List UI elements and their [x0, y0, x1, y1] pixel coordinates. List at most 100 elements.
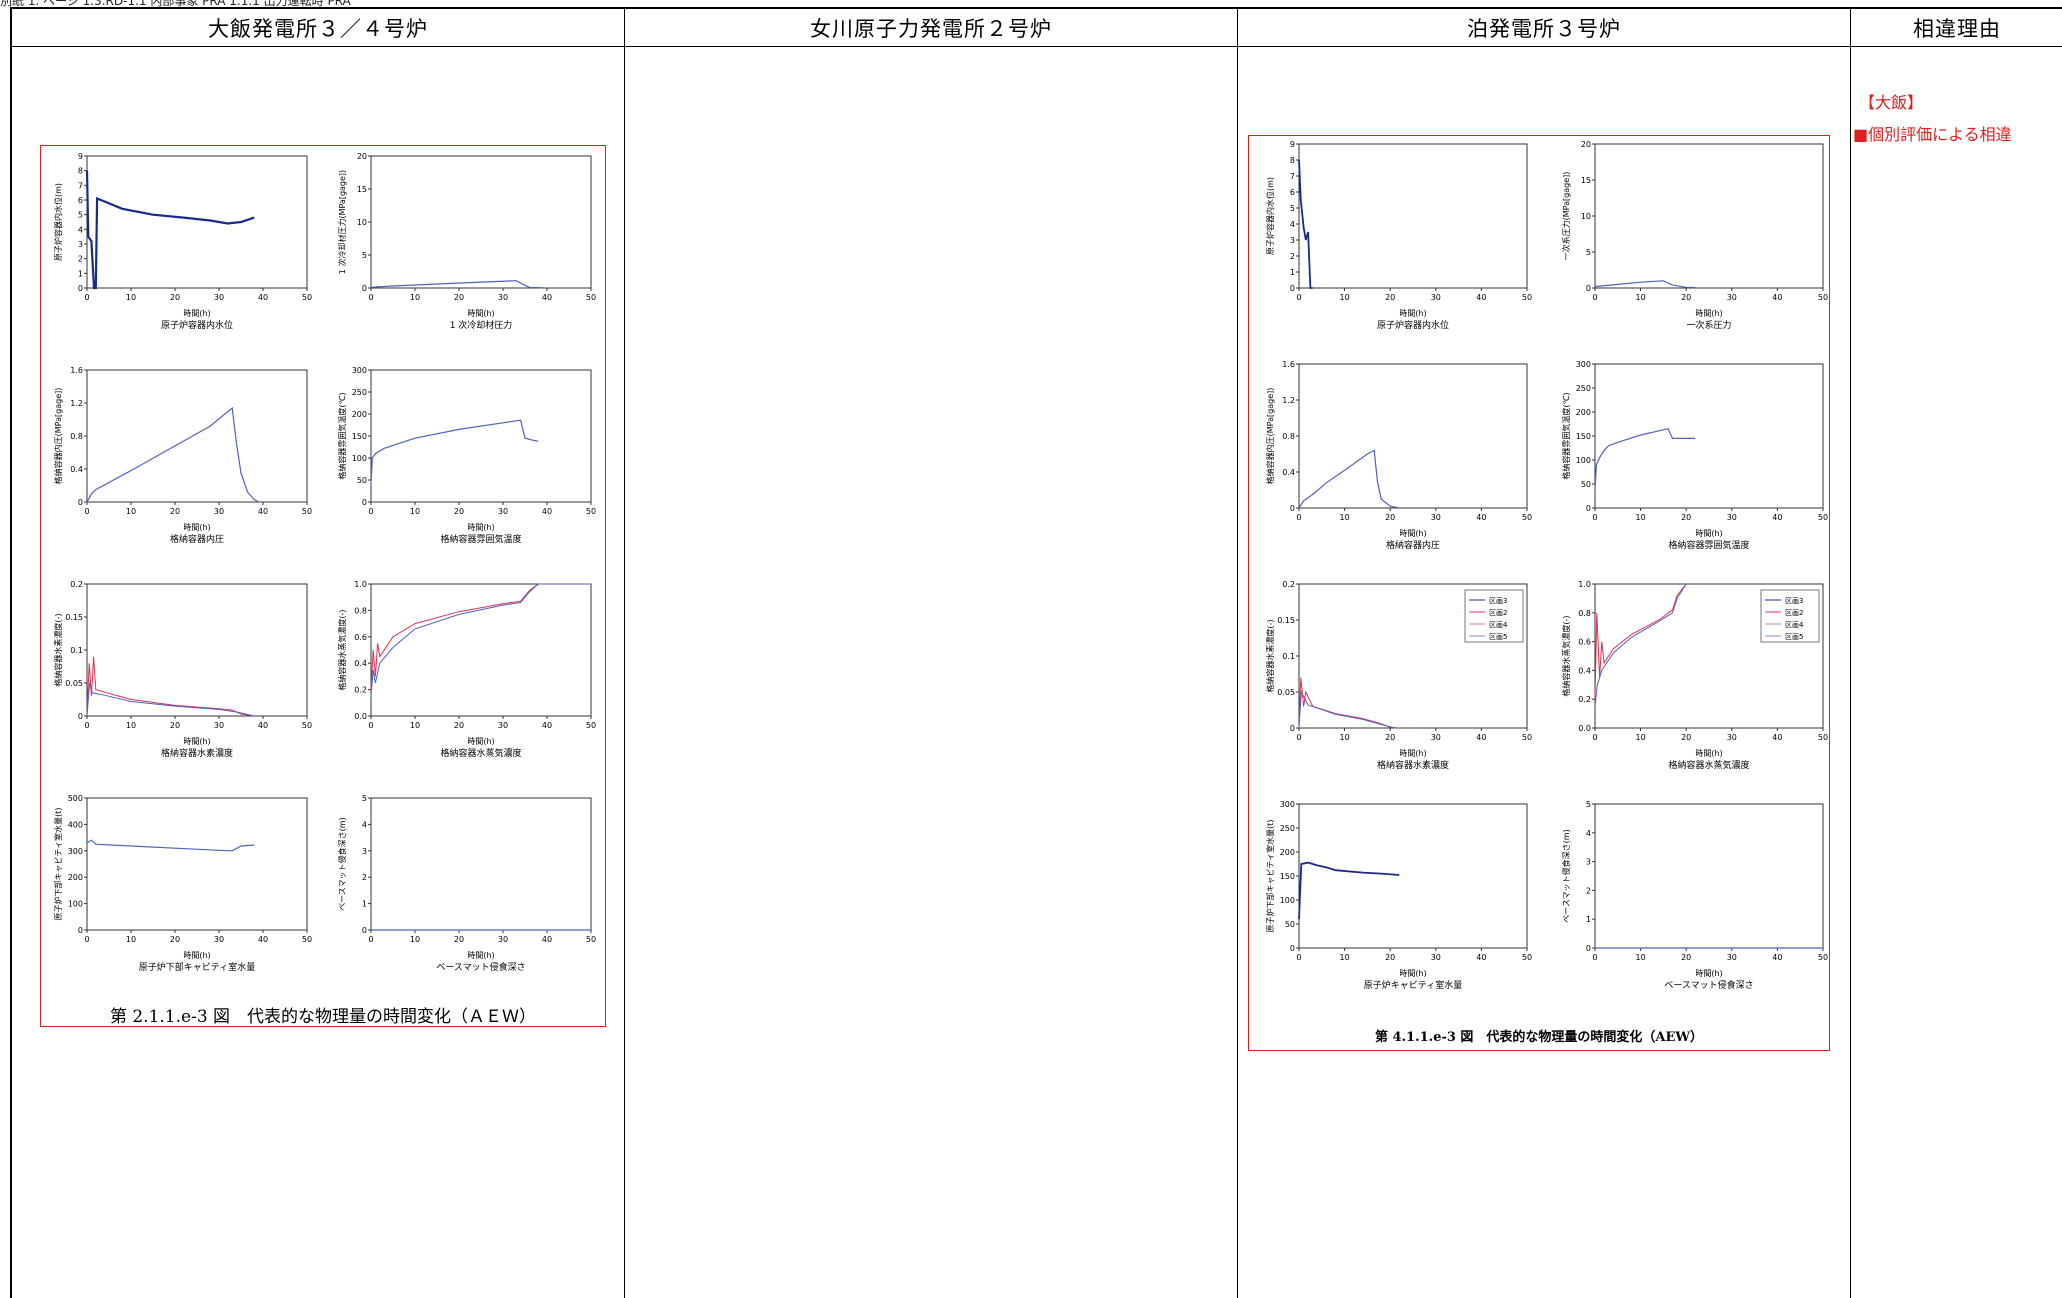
chart-title: ベースマット侵食深さ	[436, 961, 525, 973]
chart-title: 格納容器水素濃度	[161, 747, 233, 759]
series-line	[1594, 428, 1696, 489]
y-tick-label: 5	[362, 794, 367, 803]
y-tick-label: 0.05	[65, 679, 83, 688]
y-axis-label: 原子炉容器内水位(m)	[53, 183, 63, 261]
chart-frame	[370, 797, 592, 931]
chart-title: 原子炉キャビティ室水量	[1364, 979, 1462, 991]
legend-entry: 区画2	[1785, 609, 1803, 617]
y-axis-label: 格納容器雰囲気温度(℃)	[1561, 392, 1571, 479]
y-axis-label: 格納容器内圧(MPa[gage])	[53, 388, 63, 485]
x-tick-label: 20	[1385, 733, 1395, 742]
y-tick-label: 0	[78, 926, 83, 935]
chart-4: 0 10 20 30 40 50 0 0.05 0.1 0.15 0.2 時間(h)格納容器水素濃度 格…	[53, 580, 312, 759]
chart-frame	[1298, 803, 1528, 949]
y-tick-label: 100	[1280, 896, 1295, 905]
y-tick-label: 1	[1586, 915, 1591, 924]
chart-frame	[1298, 143, 1528, 289]
chart-6: 0 10 20 30 40 50 0 50 100 150 200 250 300 時間(h)原子炉キャビ…	[1265, 800, 1532, 991]
page-header-fragment: 別紙 1. ページ 1.3.RD-1.1 内部事象 PRA 1.1.1 出力運転…	[0, 0, 351, 7]
x-tick-label: 50	[1818, 953, 1828, 962]
chart-frame	[86, 155, 308, 289]
y-axis-label: ベースマット侵食深さ(m)	[337, 817, 347, 910]
x-tick-label: 10	[410, 507, 420, 516]
x-tick-label: 40	[1476, 513, 1486, 522]
x-tick-label: 40	[1772, 733, 1782, 742]
comparison-table: 大飯発電所３／４号炉 0 10 20 30 40 50 0 1 2 3 4 5 6 7 8 9 時間(h) 原子炉…	[10, 7, 2062, 1298]
y-tick-label: 2	[362, 873, 367, 882]
y-tick-label: 5	[1586, 800, 1591, 809]
x-tick-label: 30	[1431, 953, 1441, 962]
y-tick-label: 1.0	[354, 580, 367, 589]
y-tick-label: 150	[1576, 432, 1591, 441]
x-tick-label: 20	[454, 507, 464, 516]
chart-2: 0 10 20 30 40 50 0 0.4 0.8 1.2 1.6 時間(h)格納容器内圧 格納容器内…	[53, 366, 312, 545]
y-tick-label: 0.6	[1578, 638, 1591, 647]
x-tick-label: 50	[302, 293, 312, 302]
y-tick-label: 0.2	[1578, 695, 1591, 704]
x-tick-label: 20	[454, 293, 464, 302]
x-axis-label: 時間(h)	[1695, 749, 1722, 758]
x-tick-label: 40	[1772, 513, 1782, 522]
x-tick-label: 40	[542, 721, 552, 730]
y-tick-label: 0	[362, 926, 367, 935]
x-tick-label: 40	[258, 935, 268, 944]
y-tick-label: 3	[1586, 858, 1591, 867]
tomari-figure-charts: 0 10 20 30 40 500123456789時間(h)原子炉容器内水位原子炉容器内…	[1265, 140, 1828, 991]
y-tick-label: 0	[362, 498, 367, 507]
x-tick-label: 50	[1522, 733, 1532, 742]
x-axis-label: 時間(h)	[1695, 309, 1722, 318]
y-tick-label: 5	[1586, 248, 1591, 257]
y-tick-label: 0	[78, 284, 83, 293]
x-tick-label: 0	[84, 721, 89, 730]
x-tick-label: 10	[410, 935, 420, 944]
y-tick-label: 20	[357, 152, 367, 161]
x-tick-label: 0	[84, 293, 89, 302]
chart-title: 一次系圧力	[1686, 319, 1731, 331]
y-tick-label: 3	[362, 847, 367, 856]
y-tick-label: 50	[1285, 920, 1295, 929]
x-axis-label: 時間(h)	[183, 523, 210, 532]
y-tick-label: 0	[1586, 944, 1591, 953]
y-tick-label: 500	[68, 794, 83, 803]
y-tick-label: 1.0	[1578, 580, 1591, 589]
y-tick-label: 0.1	[1282, 652, 1295, 661]
y-tick-label: 100	[1576, 456, 1591, 465]
y-axis-label: 格納容器水素濃度(-)	[1265, 619, 1275, 692]
y-tick-label: 0.8	[1578, 609, 1591, 618]
x-tick-label: 50	[1522, 513, 1532, 522]
y-tick-label: 7	[1290, 172, 1295, 181]
x-tick-label: 0	[368, 935, 373, 944]
chart-title: 原子炉容器内水位	[161, 319, 233, 331]
y-axis-label: 格納容器水蒸気濃度(-)	[1561, 615, 1571, 696]
series-line	[86, 656, 255, 717]
x-tick-label: 0	[368, 507, 373, 516]
reason-tag: 【大飯】	[1859, 93, 1924, 112]
chart-title: 格納容器水蒸気濃度	[440, 747, 521, 759]
x-tick-label: 0	[1592, 733, 1597, 742]
x-tick-label: 50	[1522, 953, 1532, 962]
chart-title: 格納容器雰囲気温度	[440, 533, 521, 545]
x-axis-label: 時間(h)	[1399, 529, 1426, 538]
y-tick-label: 0.6	[354, 633, 367, 642]
x-axis-label: 時間(h)	[183, 309, 210, 318]
y-tick-label: 1.2	[70, 399, 83, 408]
x-tick-label: 30	[1431, 513, 1441, 522]
chart-frame	[1594, 143, 1824, 289]
y-tick-label: 15	[1581, 176, 1591, 185]
x-tick-label: 10	[1636, 513, 1646, 522]
y-tick-label: 200	[352, 410, 367, 419]
x-tick-label: 20	[454, 721, 464, 730]
x-axis-label: 時間(h)	[1695, 529, 1722, 538]
y-tick-label: 9	[1290, 140, 1295, 149]
x-tick-label: 10	[126, 935, 136, 944]
x-tick-label: 50	[586, 507, 596, 516]
y-tick-label: 300	[68, 847, 83, 856]
y-tick-label: 20	[1581, 140, 1591, 149]
y-tick-label: 0.05	[1277, 688, 1295, 697]
x-tick-label: 40	[1772, 293, 1782, 302]
chart-7: 0 10 20 30 40 50 0 1 2 3 4 5 時間(h)ベースマット侵食深さ ベースマット侵食…	[337, 794, 596, 973]
x-tick-label: 20	[1681, 293, 1691, 302]
x-tick-label: 30	[498, 721, 508, 730]
x-tick-label: 40	[258, 507, 268, 516]
x-tick-label: 30	[214, 293, 224, 302]
